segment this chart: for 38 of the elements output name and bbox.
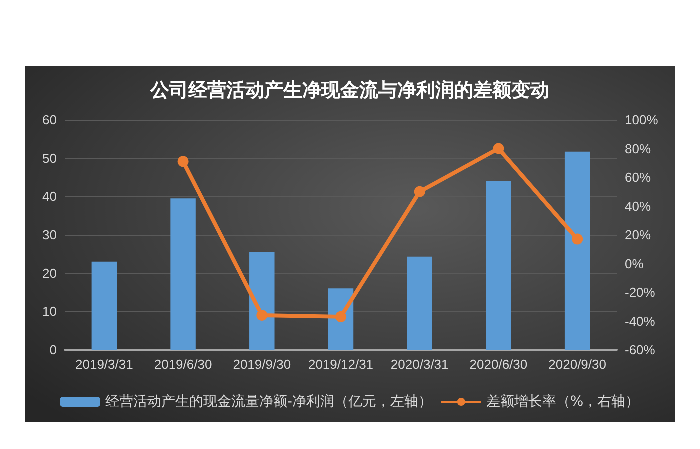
y-tick-label: 60 — [42, 112, 57, 128]
bar — [170, 198, 196, 350]
bar — [92, 262, 118, 350]
y-tick-label: 0 — [50, 342, 57, 358]
y2-tick-label: -20% — [625, 285, 656, 300]
x-tick-label: 2019/6/30 — [154, 357, 212, 372]
point — [414, 186, 426, 198]
y-tick-label: 30 — [42, 228, 57, 242]
y2-tick-label: 80% — [625, 141, 652, 156]
point — [178, 156, 189, 168]
x-tick-label: 2019/12/31 — [308, 357, 374, 372]
y-tick-label: 10 — [42, 304, 57, 320]
bar — [407, 256, 432, 350]
y2-tick-label: -60% — [625, 342, 656, 358]
y-tick-label: 20 — [42, 266, 57, 281]
x-tick-label: 2020/3/31 — [390, 357, 449, 372]
x-tick-label: 2019/3/31 — [76, 357, 134, 372]
point — [256, 310, 268, 321]
y2-tick-label: 0% — [625, 256, 644, 272]
y2-tick-label: 20% — [625, 228, 652, 242]
chart-title: 公司经营活动产生净现金流与净利润的差额变动 — [150, 80, 550, 102]
y-tick-label: 50 — [42, 150, 57, 166]
legend-label: 经营活动产生的现金流量净额-净利润（亿元，左轴） — [105, 394, 432, 410]
y-tick-label: 40 — [42, 189, 57, 204]
point — [336, 311, 346, 322]
y2-tick-label: 100% — [625, 112, 659, 128]
x-tick-label: 2020/9/30 — [548, 357, 606, 372]
x-tick-label: 2019/9/30 — [233, 357, 292, 372]
bar — [250, 252, 275, 350]
y2-tick-label: -40% — [625, 314, 656, 329]
y2-tick-label: 60% — [625, 170, 652, 185]
point — [493, 143, 504, 154]
legend-label: 差额增长率（%，右轴） — [486, 394, 640, 410]
point — [572, 234, 584, 245]
bar — [564, 152, 590, 350]
x-tick-label: 2020/6/30 — [470, 357, 528, 372]
y2-tick-label: 40% — [625, 198, 652, 214]
bar — [486, 181, 512, 350]
